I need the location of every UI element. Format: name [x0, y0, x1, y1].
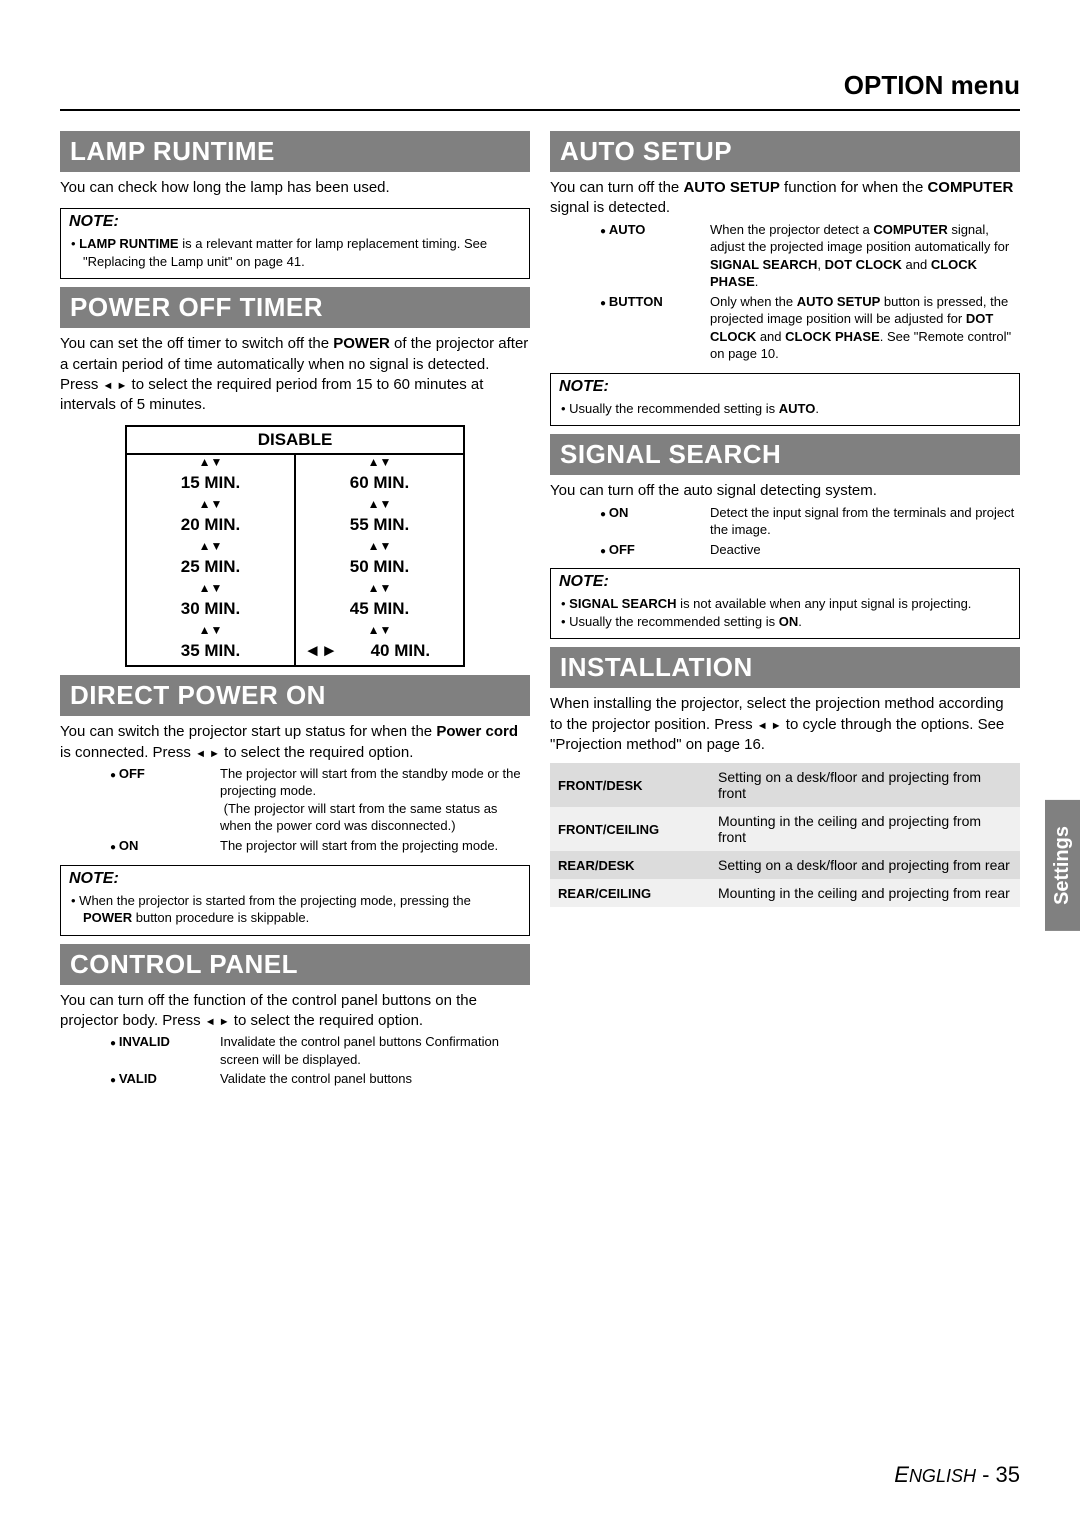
timer-cell: 50 MIN.: [296, 553, 463, 581]
table-row: FRONT/CEILINGMounting in the ceiling and…: [550, 807, 1020, 851]
option-invalid: INVALID Invalidate the control panel but…: [60, 1033, 530, 1068]
lamp-runtime-note: NOTE: LAMP RUNTIME is a relevant matter …: [60, 208, 530, 279]
signal-search-header: SIGNAL SEARCH: [550, 434, 1020, 475]
lamp-runtime-text: You can check how long the lamp has been…: [60, 178, 530, 198]
side-tab-settings: Settings: [1045, 800, 1080, 931]
signal-search-text: You can turn off the auto signal detecti…: [550, 481, 1020, 501]
lamp-runtime-header: LAMP RUNTIME: [60, 131, 530, 172]
timer-cell: ◄►40 MIN.: [296, 637, 463, 665]
option-auto: AUTO When the projector detect a COMPUTE…: [550, 221, 1020, 291]
power-off-timer-text: You can set the off timer to switch off …: [60, 334, 530, 415]
arrow-icon: ▲▼: [127, 581, 294, 595]
table-row: REAR/CEILINGMounting in the ceiling and …: [550, 879, 1020, 907]
direct-power-on-header: DIRECT POWER ON: [60, 675, 530, 716]
page-header: OPTION menu: [60, 70, 1020, 111]
direct-power-on-text: You can switch the projector start up st…: [60, 722, 530, 763]
arrow-icon: ▲▼: [296, 539, 463, 553]
table-row: REAR/DESKSetting on a desk/floor and pro…: [550, 851, 1020, 879]
installation-text: When installing the projector, select th…: [550, 694, 1020, 755]
auto-setup-text: You can turn off the AUTO SETUP function…: [550, 178, 1020, 219]
note-label: NOTE:: [69, 870, 521, 888]
timer-disable: DISABLE: [125, 425, 465, 453]
control-panel-header: CONTROL PANEL: [60, 944, 530, 985]
timer-cell: 60 MIN.: [296, 469, 463, 497]
note-label: NOTE:: [559, 573, 1011, 591]
signal-search-note: NOTE: SIGNAL SEARCH is not available whe…: [550, 568, 1020, 639]
note-item: Usually the recommended setting is ON.: [573, 613, 1011, 631]
page-footer: ENGLISH - 35: [894, 1462, 1020, 1488]
left-column: LAMP RUNTIME You can check how long the …: [60, 123, 530, 1088]
note-label: NOTE:: [559, 378, 1011, 396]
option-valid: VALID Validate the control panel buttons: [60, 1070, 530, 1088]
arrow-icon: ▲▼: [296, 455, 463, 469]
option-on: ON The projector will start from the pro…: [60, 837, 530, 855]
arrow-icon: ▲▼: [296, 581, 463, 595]
timer-diagram: DISABLE ▲▼ 15 MIN. ▲▼ 20 MIN. ▲▼ 25 MIN.…: [125, 425, 465, 667]
timer-cell: 55 MIN.: [296, 511, 463, 539]
arrow-icon: ▲▼: [127, 623, 294, 637]
content-columns: LAMP RUNTIME You can check how long the …: [60, 123, 1020, 1088]
note-item: LAMP RUNTIME is a relevant matter for la…: [83, 235, 521, 270]
timer-cell: 45 MIN.: [296, 595, 463, 623]
arrow-icon: ▲▼: [296, 623, 463, 637]
timer-cell: 20 MIN.: [127, 511, 294, 539]
option-on: ON Detect the input signal from the term…: [550, 504, 1020, 539]
note-item: When the projector is started from the p…: [83, 892, 521, 927]
note-item: SIGNAL SEARCH is not available when any …: [573, 595, 1011, 613]
power-off-timer-header: POWER OFF TIMER: [60, 287, 530, 328]
note-label: NOTE:: [69, 213, 521, 231]
timer-cell: 35 MIN.: [127, 637, 294, 665]
auto-setup-note: NOTE: Usually the recommended setting is…: [550, 373, 1020, 427]
timer-cell: 15 MIN.: [127, 469, 294, 497]
arrow-icon: ▲▼: [127, 497, 294, 511]
option-off: OFF The projector will start from the st…: [60, 765, 530, 835]
timer-cell: 25 MIN.: [127, 553, 294, 581]
timer-cell: 30 MIN.: [127, 595, 294, 623]
direct-power-note: NOTE: When the projector is started from…: [60, 865, 530, 936]
arrow-icon: ▲▼: [296, 497, 463, 511]
installation-header: INSTALLATION: [550, 647, 1020, 688]
auto-setup-header: AUTO SETUP: [550, 131, 1020, 172]
option-button: BUTTON Only when the AUTO SETUP button i…: [550, 293, 1020, 363]
installation-table: FRONT/DESKSetting on a desk/floor and pr…: [550, 763, 1020, 907]
option-off: OFF Deactive: [550, 541, 1020, 559]
control-panel-text: You can turn off the function of the con…: [60, 991, 530, 1032]
arrow-icon: ▲▼: [127, 539, 294, 553]
table-row: FRONT/DESKSetting on a desk/floor and pr…: [550, 763, 1020, 807]
arrow-icon: ▲▼: [127, 455, 294, 469]
right-column: AUTO SETUP You can turn off the AUTO SET…: [550, 123, 1020, 1088]
note-item: Usually the recommended setting is AUTO.: [573, 400, 1011, 418]
